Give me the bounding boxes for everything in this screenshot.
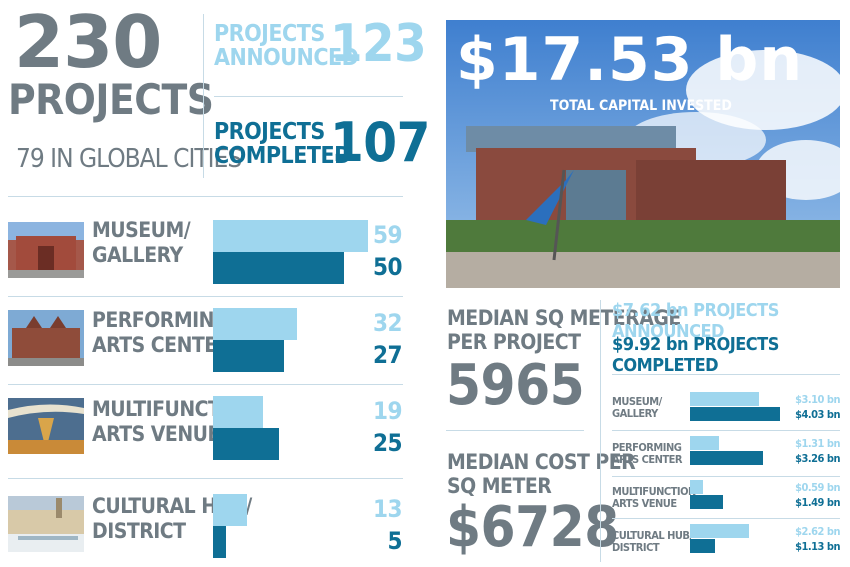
median-cost-label-line: SQ METER [447, 474, 552, 498]
small-category-label-line: DISTRICT [612, 541, 660, 554]
median-meterage-label-line: PER PROJECT [447, 330, 581, 354]
category-label-line: PERFORMING [92, 308, 229, 332]
bar-announced-cultural-hub-district [213, 494, 247, 526]
bar-completed-performing-arts-center [213, 340, 284, 372]
completed-count: 107 [330, 111, 430, 174]
announced-count: 123 [330, 14, 427, 74]
small-row-divider [612, 476, 840, 477]
value-label-completed-cultural-hub-district: 5 [387, 527, 402, 555]
projects-word: PROJECTS [8, 75, 214, 124]
median-meterage-label: MEDIAN SQ METERAGE PER PROJECT [447, 306, 681, 354]
completed-label-line-2: COMPLETED [214, 143, 351, 169]
small-value-label-announced-multifunction-arts-venue: $0.59 bn [795, 481, 840, 494]
median-cost-label-line: MEDIAN COST PER [447, 450, 636, 474]
header-bottom-divider [8, 196, 403, 197]
small-value-label-announced-museum-gallery: $3.10 bn [795, 393, 840, 406]
multifunction-venue-photo [8, 398, 84, 454]
value-label-completed-multifunction-arts-venue: 25 [372, 429, 403, 457]
small-value-label-announced-cultural-hub-district: $2.62 bn [795, 525, 840, 538]
small-category-label-multifunction: MULTIFUNCTION ARTS VENUE [612, 486, 696, 510]
median-meterage-label-line: MEDIAN SQ METERAGE [447, 306, 681, 330]
small-row-divider [612, 518, 840, 519]
total-capital-label: TOTAL CAPITAL INVESTED [550, 98, 732, 114]
category-label-line: DISTRICT [92, 519, 186, 543]
small-bar-announced-cultural-hub-district [690, 524, 749, 538]
small-category-label-line: PERFORMING [612, 441, 682, 454]
category-label-line: ARTS VENUE [92, 422, 220, 446]
performing-arts-photo [8, 310, 84, 366]
category-label-line: ARTS CENTER [92, 333, 231, 357]
announced-label-line-2: ANNOUNCED [214, 45, 359, 71]
bar-completed-museum-gallery [213, 252, 344, 284]
row-divider [8, 296, 403, 297]
small-bar-completed-museum-gallery [690, 407, 780, 421]
small-category-label-line: GALLERY [612, 407, 658, 420]
median-cost-label: MEDIAN COST PER SQ METER [447, 450, 636, 498]
median-meterage-value: 5965 [446, 353, 585, 418]
small-category-label-line: CULTURAL HUB/ [612, 529, 693, 542]
median-cost-value: $6728 [446, 495, 619, 560]
small-bar-announced-museum-gallery [690, 392, 759, 406]
value-label-completed-museum-gallery: 50 [372, 253, 403, 281]
announced-label: PROJECTS ANNOUNCED [214, 21, 359, 71]
small-category-label-line: MULTIFUNCTION [612, 485, 696, 498]
right-panel-divider [600, 300, 601, 562]
small-bar-completed-cultural-hub-district [690, 539, 715, 553]
legend-divider [612, 374, 840, 375]
value-label-announced-multifunction-arts-venue: 19 [372, 397, 403, 425]
category-label-museum: MUSEUM/ GALLERY [92, 218, 191, 268]
cultural-hub-photo [8, 496, 84, 552]
value-label-announced-cultural-hub-district: 13 [372, 495, 403, 523]
total-capital-amount: $17.53 bn [456, 25, 804, 95]
value-label-completed-performing-arts-center: 27 [372, 341, 403, 369]
bar-announced-museum-gallery [213, 220, 368, 252]
completed-label-line-1: PROJECTS [214, 119, 325, 145]
small-category-label-line: ARTS VENUE [612, 497, 677, 510]
small-category-label-cultural-hub: CULTURAL HUB/ DISTRICT [612, 530, 693, 554]
bar-completed-cultural-hub-district [213, 526, 226, 558]
category-label-performing-arts: PERFORMING ARTS CENTER [92, 308, 231, 358]
small-category-label-line: ARTS CENTER [612, 453, 683, 466]
small-bar-announced-multifunction-arts-venue [690, 480, 703, 494]
small-value-label-completed-performing-arts-center: $3.26 bn [795, 452, 840, 465]
bar-announced-multifunction-arts-venue [213, 396, 263, 428]
small-category-label-performing-arts: PERFORMING ARTS CENTER [612, 441, 683, 466]
small-value-label-announced-performing-arts-center: $1.31 bn [795, 437, 840, 450]
category-label-line: MUSEUM/ [92, 218, 191, 242]
value-label-announced-performing-arts-center: 32 [372, 309, 403, 337]
median-divider [446, 430, 584, 431]
global-cities-text: 79 IN GLOBAL CITIES [16, 144, 242, 174]
small-bar-announced-performing-arts-center [690, 436, 719, 450]
small-category-label-line: MUSEUM/ [612, 395, 662, 408]
row-divider [8, 478, 403, 479]
completed-label: PROJECTS COMPLETED [214, 120, 351, 168]
small-bar-completed-performing-arts-center [690, 451, 763, 465]
bar-completed-multifunction-arts-venue [213, 428, 279, 460]
category-label-line: GALLERY [92, 243, 183, 267]
header-divider [203, 14, 204, 178]
small-value-label-completed-cultural-hub-district: $1.13 bn [795, 540, 840, 553]
hero-photo: $17.53 bn TOTAL CAPITAL INVESTED [446, 20, 840, 288]
row-divider [8, 384, 403, 385]
small-bar-completed-multifunction-arts-venue [690, 495, 723, 509]
announced-label-line-1: PROJECTS [214, 21, 325, 47]
legend-completed: $9.92 bn PROJECTS COMPLETED [612, 334, 779, 376]
legend-announced: $7.62 bn PROJECTS ANNOUNCED [612, 300, 779, 342]
museum-photo [8, 222, 84, 278]
small-value-label-completed-museum-gallery: $4.03 bn [795, 408, 840, 421]
value-label-announced-museum-gallery: 59 [372, 221, 403, 249]
bar-announced-performing-arts-center [213, 308, 297, 340]
total-projects-number: 230 [14, 0, 162, 84]
small-row-divider [612, 430, 840, 431]
small-value-label-completed-multifunction-arts-venue: $1.49 bn [795, 496, 840, 509]
announced-divider [214, 96, 403, 97]
small-category-label-museum: MUSEUM/ GALLERY [612, 396, 662, 420]
